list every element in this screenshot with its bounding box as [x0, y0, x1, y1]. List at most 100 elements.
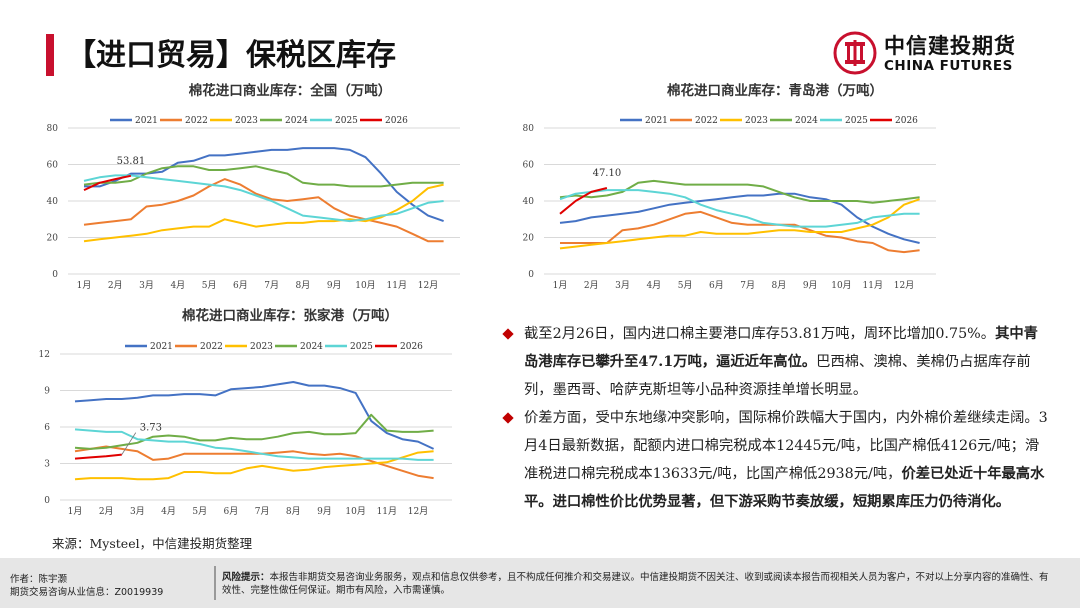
chart-title: 棉花进口商业库存：全国（万吨）	[189, 82, 392, 99]
x-tick-label: 8月	[772, 280, 787, 291]
x-tick-label: 7月	[264, 280, 279, 291]
y-tick-label: 12	[39, 350, 50, 360]
bullet-text: 价差方面，受中东地缘冲突影响，国际棉价跌幅大于国内，内外棉价差继续走阔。3月4日…	[524, 410, 1048, 482]
bullet-text: 其中青岛港库存已攀升至47.1万吨，逼近近年高位。	[524, 326, 1038, 370]
x-tick-label: 4月	[646, 280, 661, 291]
risk-text: 本报告非期货交易咨询业务服务，观点和信息仅供参考，且不构成任何推介和交易建议。中…	[222, 572, 1049, 596]
title-bar	[46, 34, 54, 76]
x-tick-label: 12月	[894, 280, 914, 291]
y-tick-label: 80	[47, 124, 59, 134]
series-line	[74, 450, 434, 481]
y-tick-label: 40	[47, 197, 59, 207]
x-tick-label: 4月	[161, 506, 176, 517]
x-tick-label: 5月	[192, 506, 207, 517]
legend-label: 2024	[285, 116, 308, 126]
y-tick-label: 60	[523, 161, 535, 171]
legend-label: 2024	[795, 116, 818, 126]
x-tick-label: 6月	[709, 280, 724, 291]
legend-label: 2023	[745, 116, 768, 126]
series-line	[559, 198, 920, 250]
x-tick-label: 7月	[255, 506, 270, 517]
x-tick-label: 10月	[831, 280, 851, 291]
series-line	[560, 210, 920, 254]
x-tick-label: 10月	[345, 506, 365, 517]
x-tick-label: 1月	[77, 280, 92, 291]
y-tick-label: 0	[528, 270, 534, 280]
annotation: 47.10	[593, 168, 622, 179]
x-tick-label: 8月	[286, 506, 301, 517]
footer: 作者：陈宇灏 期货交易咨询从业信息：Z0019939 风险提示：本报告非期货交易…	[0, 558, 1080, 608]
series-line	[559, 187, 608, 215]
x-tick-label: 1月	[68, 506, 83, 517]
author: 作者：陈宇灏	[10, 574, 68, 585]
y-tick-label: 3	[44, 460, 50, 470]
x-tick-label: 4月	[170, 280, 185, 291]
series-line	[83, 178, 444, 243]
x-tick-label: 3月	[130, 506, 145, 517]
x-tick-label: 9月	[327, 280, 342, 291]
bullet: 价差方面，受中东地缘冲突影响，国际棉价跌幅大于国内，内外棉价差继续走阔。3月4日…	[502, 404, 1050, 516]
logo-icon	[833, 31, 877, 75]
annotation: 3.73	[140, 423, 162, 434]
x-tick-label: 5月	[678, 280, 693, 291]
x-tick-label: 6月	[233, 280, 248, 291]
x-tick-label: 7月	[740, 280, 755, 291]
series-line	[559, 192, 920, 244]
series-line	[83, 174, 444, 223]
series-line	[74, 445, 434, 480]
y-tick-label: 20	[523, 234, 535, 244]
x-tick-label: 9月	[317, 506, 332, 517]
legend-label: 2021	[135, 116, 158, 126]
annotation: 53.81	[117, 156, 146, 167]
license: 期货交易咨询从业信息：Z0019939	[10, 587, 164, 598]
legend-label: 2026	[400, 342, 423, 352]
slide-title: 【进口贸易】保税区库存	[66, 38, 396, 73]
legend-label: 2025	[845, 116, 868, 126]
divider	[214, 566, 216, 600]
annotation-leader	[121, 432, 137, 455]
legend-label: 2023	[235, 116, 258, 126]
y-tick-label: 0	[44, 496, 50, 506]
legend-label: 2022	[200, 342, 223, 352]
legend-label: 2021	[645, 116, 668, 126]
x-tick-label: 11月	[387, 280, 407, 291]
x-tick-label: 3月	[139, 280, 154, 291]
x-tick-label: 12月	[408, 506, 428, 517]
x-tick-label: 3月	[615, 280, 630, 291]
series-line	[559, 179, 920, 204]
legend-label: 2022	[695, 116, 718, 126]
series-line	[83, 174, 132, 192]
legend-label: 2025	[335, 116, 358, 126]
x-tick-label: 2月	[584, 280, 599, 291]
y-tick-label: 0	[52, 270, 58, 280]
series-line	[83, 165, 444, 188]
x-tick-label: 1月	[553, 280, 568, 291]
chart-title: 棉花进口商业库存：青岛港（万吨）	[667, 82, 883, 99]
legend-label: 2023	[250, 342, 273, 352]
risk: 风险提示：本报告非期货交易咨询业务服务，观点和信息仅供参考，且不构成任何推介和交…	[222, 571, 1052, 597]
x-tick-label: 12月	[418, 280, 438, 291]
y-tick-label: 6	[44, 423, 50, 433]
chart-title: 棉花进口商业库存：张家港（万吨）	[182, 307, 398, 324]
logo-en: CHINA FUTURES	[884, 58, 1013, 74]
legend-label: 2021	[150, 342, 173, 352]
series-line	[559, 189, 920, 228]
bullets: 截至2月26日，国内进口棉主要港口库存53.81万吨，周环比增加0.75%。其中…	[502, 320, 1050, 516]
bullet: 截至2月26日，国内进口棉主要港口库存53.81万吨，周环比增加0.75%。其中…	[502, 320, 1050, 404]
series-line	[84, 147, 444, 223]
legend-label: 2026	[895, 116, 918, 126]
bullet-text: 价差已处近十年最高水平。进口棉性价比优势显著，但下游采购节奏放缓，短期累库压力仍…	[524, 466, 1045, 510]
series-line	[74, 413, 434, 450]
risk-label: 风险提示：	[222, 572, 270, 583]
source: 来源：Mysteel，中信建投期货整理	[52, 536, 253, 551]
x-tick-label: 9月	[803, 280, 818, 291]
y-tick-label: 20	[47, 234, 59, 244]
y-tick-label: 9	[44, 387, 50, 397]
x-tick-label: 10月	[355, 280, 375, 291]
legend-label: 2022	[185, 116, 208, 126]
logo-cn: 中信建投期货	[884, 34, 1016, 58]
x-tick-label: 8月	[296, 280, 311, 291]
x-tick-label: 2月	[99, 506, 114, 517]
